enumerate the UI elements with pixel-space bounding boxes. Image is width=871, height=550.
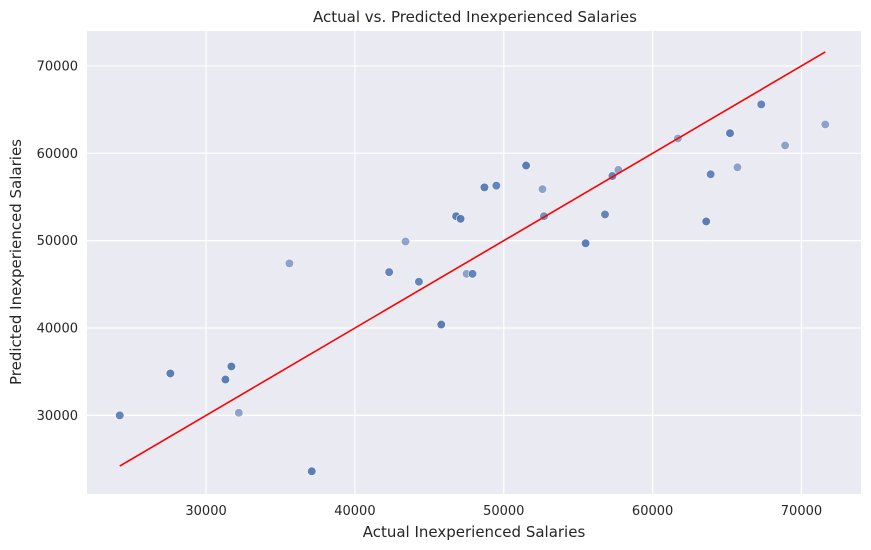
y-tick-label: 30000 — [37, 409, 78, 424]
scatter-point — [220, 374, 231, 385]
x-axis-ticks: 30000 40000 50000 60000 70000 — [185, 504, 822, 519]
scatter-point — [384, 267, 394, 277]
scatter-point — [226, 361, 236, 372]
x-tick-label: 70000 — [781, 504, 822, 519]
scatter-point — [284, 258, 295, 268]
scatter-point — [581, 238, 591, 248]
scatter-point — [537, 184, 548, 194]
y-tick-label: 40000 — [37, 322, 78, 337]
scatter-point — [307, 466, 317, 476]
scatter-points — [115, 99, 830, 476]
y-tick-label: 60000 — [37, 147, 78, 162]
scatter-point — [467, 269, 478, 279]
scatter-point — [400, 236, 411, 247]
scatter-point — [414, 277, 424, 287]
x-tick-label: 60000 — [632, 504, 673, 519]
x-tick-label: 50000 — [483, 504, 524, 519]
scatter-point — [706, 169, 716, 179]
scatter-point — [756, 99, 766, 109]
scatter-point — [491, 181, 501, 191]
scatter-point — [521, 160, 531, 171]
scatter-point — [732, 162, 743, 172]
scatter-point — [600, 209, 610, 220]
scatter-point — [780, 140, 790, 151]
scatter-point — [820, 119, 830, 130]
scatter-point — [115, 410, 125, 420]
reference-line — [119, 51, 826, 467]
x-axis-label: Actual Inexperienced Salaries — [363, 523, 586, 541]
scatter-point — [701, 216, 711, 227]
scatter-point — [479, 182, 490, 192]
scatter-point — [165, 368, 175, 379]
chart-title: Actual vs. Predicted Inexperienced Salar… — [313, 8, 637, 26]
scatter-point — [456, 214, 466, 224]
x-tick-label: 30000 — [185, 504, 226, 519]
y-tick-label: 70000 — [37, 59, 78, 74]
scatter-point — [234, 408, 244, 418]
x-tick-label: 40000 — [334, 504, 375, 519]
y-axis-label: Predicted Inexperienced Salaries — [7, 139, 25, 385]
y-axis-ticks: 30000 40000 50000 60000 70000 — [37, 59, 78, 423]
grid-lines — [87, 31, 861, 494]
scatter-point — [436, 319, 446, 330]
plot-area — [87, 31, 861, 494]
scatter-point — [725, 128, 735, 138]
y-tick-label: 50000 — [37, 234, 78, 249]
